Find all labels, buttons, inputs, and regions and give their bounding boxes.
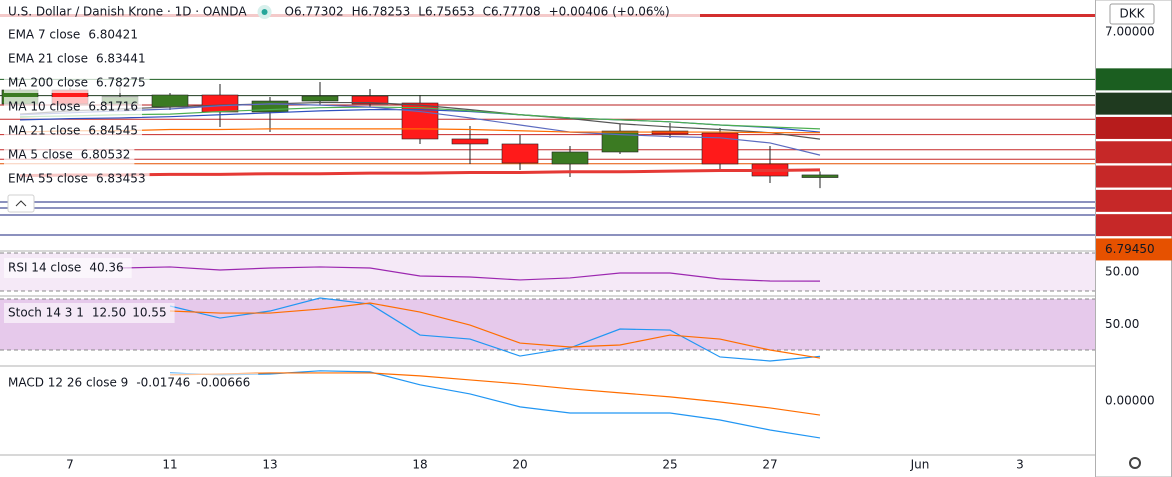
legend-backdrop	[4, 169, 150, 189]
legend-name: MA 21 close	[8, 124, 80, 138]
x-tick-label: Jun	[910, 458, 930, 472]
legend-name: MA 10 close	[8, 100, 80, 114]
price-label-box	[1096, 116, 1172, 139]
y-tick-label: 50.00	[1105, 264, 1139, 278]
indicator-line	[19, 103, 821, 156]
legend-value: 6.78275	[96, 76, 146, 90]
x-tick-label: 20	[512, 458, 527, 472]
header-backdrop	[0, 2, 700, 22]
legend-backdrop	[4, 49, 150, 69]
legend-value: 6.81716	[88, 100, 138, 114]
legend-backdrop	[4, 73, 150, 93]
legend-backdrop	[4, 25, 142, 45]
pane-title: MACD 12 26 close 9	[8, 376, 128, 390]
price-label-box	[1096, 214, 1172, 237]
y-tick-label: 7.00000	[1105, 25, 1155, 39]
currency-box	[1109, 3, 1155, 25]
pane-title: Stoch 14 3 1	[8, 306, 84, 320]
candle-body	[251, 100, 289, 113]
settings-icon[interactable]	[1129, 457, 1141, 469]
indicator-line	[169, 297, 821, 362]
x-tick-label: 25	[662, 458, 677, 472]
legend-backdrop	[4, 373, 259, 393]
legend-value: 12.50	[92, 306, 126, 320]
legend-name: MA 200 close	[8, 76, 88, 90]
legend-backdrop	[4, 303, 175, 323]
legend-name: EMA 21 close	[8, 52, 88, 66]
legend-backdrop	[4, 258, 132, 278]
currency-label: DKK	[1120, 7, 1146, 21]
price-label-box	[1096, 165, 1172, 188]
ohlc-value: 6.78253	[361, 5, 411, 19]
legend-value: -0.00666	[196, 376, 250, 390]
indicator-line	[19, 106, 821, 130]
legend-backdrop	[4, 121, 142, 141]
pane-title: RSI 14 close	[8, 261, 81, 275]
ohlc-label: C	[483, 5, 491, 19]
candle-body	[551, 151, 589, 165]
price-label-box	[1096, 92, 1172, 115]
indicator-line	[119, 266, 821, 282]
indicator-line	[19, 128, 820, 134]
indicator-line	[19, 168, 821, 178]
legend-value: 6.83441	[96, 52, 146, 66]
plot-layer	[0, 78, 1095, 236]
ohlc-label: L	[418, 5, 425, 19]
legend-name: EMA 55 close	[8, 172, 88, 186]
change-value: +0.00406 (+0.06%)	[549, 5, 670, 19]
y-tick-label: 50.00	[1105, 317, 1139, 331]
price-label-box	[1096, 238, 1172, 261]
legend-value: 6.84545	[88, 124, 138, 138]
x-tick-label: 3	[1016, 458, 1024, 472]
legend-backdrop	[4, 145, 135, 165]
price-label-box	[1096, 141, 1172, 164]
candle-body	[451, 138, 489, 145]
x-tick-label: 27	[762, 458, 777, 472]
candle-body	[301, 95, 339, 102]
indicator-line	[169, 372, 821, 416]
ohlc-label: H	[352, 5, 361, 19]
candle-body	[601, 130, 639, 153]
legend-value: 40.36	[89, 261, 123, 275]
x-tick-label: 13	[262, 458, 277, 472]
indicator-line	[169, 302, 821, 359]
legend-name: EMA 7 close	[8, 28, 80, 42]
y-tick-label: 0.00000	[1105, 393, 1155, 407]
price-label-box	[1096, 189, 1172, 212]
candle-body	[801, 174, 839, 178]
band-fill	[0, 252, 1095, 291]
legend-value: 6.80532	[81, 148, 131, 162]
indicator-line	[19, 101, 821, 140]
band-fill	[0, 299, 1095, 351]
x-tick-label: 7	[66, 458, 74, 472]
candle-body	[201, 94, 239, 113]
candle-body	[501, 143, 539, 164]
ohlc-value: 6.77302	[294, 5, 344, 19]
x-tick-label: 18	[412, 458, 427, 472]
status-dot	[261, 9, 268, 15]
price-label: 6.79450	[1105, 242, 1155, 256]
legend-name: MA 5 close	[8, 148, 73, 162]
legend-value: 10.55	[132, 306, 166, 320]
chart-title: U.S. Dollar / Danish Krone · 1D · OANDA	[8, 5, 247, 19]
legend-value: 6.83453	[96, 172, 146, 186]
ohlc-value: 6.75653	[425, 5, 475, 19]
x-tick-label: 11	[162, 458, 177, 472]
legend-value: -0.01746	[136, 376, 190, 390]
candle-body	[351, 95, 389, 105]
price-label-box	[1096, 68, 1172, 91]
ohlc-label: O	[285, 5, 294, 19]
collapse-icon	[15, 200, 27, 207]
legend-value: 6.80421	[88, 28, 138, 42]
collapse-button[interactable]	[7, 194, 35, 213]
candle-body	[151, 94, 189, 108]
ohlc-value: 6.77708	[491, 5, 541, 19]
legend-backdrop	[4, 97, 142, 117]
